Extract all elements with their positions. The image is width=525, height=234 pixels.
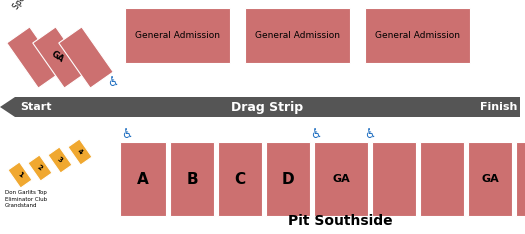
Text: 2: 2 [36, 164, 44, 172]
Bar [48, 147, 72, 173]
Bar [7, 27, 61, 88]
Text: D: D [282, 172, 295, 186]
Text: GA: GA [481, 174, 499, 184]
Bar [420, 142, 464, 216]
Bar [28, 155, 52, 181]
Text: 1: 1 [16, 171, 24, 179]
Text: ♿: ♿ [121, 128, 133, 142]
Bar [8, 162, 32, 188]
Bar [68, 139, 92, 165]
Text: C: C [235, 172, 246, 186]
Bar [365, 8, 470, 63]
Text: Finish: Finish [480, 102, 517, 112]
Bar [245, 8, 350, 63]
Text: B: B [186, 172, 198, 186]
Text: ♿: ♿ [364, 128, 375, 142]
Text: Don Garlits Top
Eliminator Club
Grandstand: Don Garlits Top Eliminator Club Grandsta… [5, 190, 47, 208]
Text: General Admission: General Admission [135, 31, 220, 40]
Text: ♿: ♿ [108, 76, 119, 88]
Bar [218, 142, 262, 216]
Bar [372, 142, 416, 216]
Text: 3: 3 [56, 156, 64, 164]
Text: GA: GA [332, 174, 350, 184]
Bar [125, 8, 230, 63]
Bar [468, 142, 512, 216]
Bar [120, 142, 166, 216]
Text: Pit Southside: Pit Southside [288, 214, 392, 228]
Text: General Admission: General Admission [255, 31, 340, 40]
Text: A: A [137, 172, 149, 186]
Bar [15, 97, 520, 117]
Bar [266, 142, 310, 216]
Bar [516, 142, 525, 216]
Bar [59, 27, 113, 88]
Bar [170, 142, 214, 216]
Text: 4: 4 [76, 148, 84, 156]
Text: Drag Strip: Drag Strip [232, 100, 303, 113]
Text: ♿: ♿ [310, 128, 322, 142]
Polygon shape [0, 97, 15, 117]
Text: General Admission: General Admission [375, 31, 460, 40]
Text: GA: GA [50, 49, 66, 65]
Text: Spectator Northside: Spectator Northside [12, 0, 64, 11]
Text: Start: Start [20, 102, 51, 112]
Bar [314, 142, 368, 216]
Bar [33, 27, 87, 88]
